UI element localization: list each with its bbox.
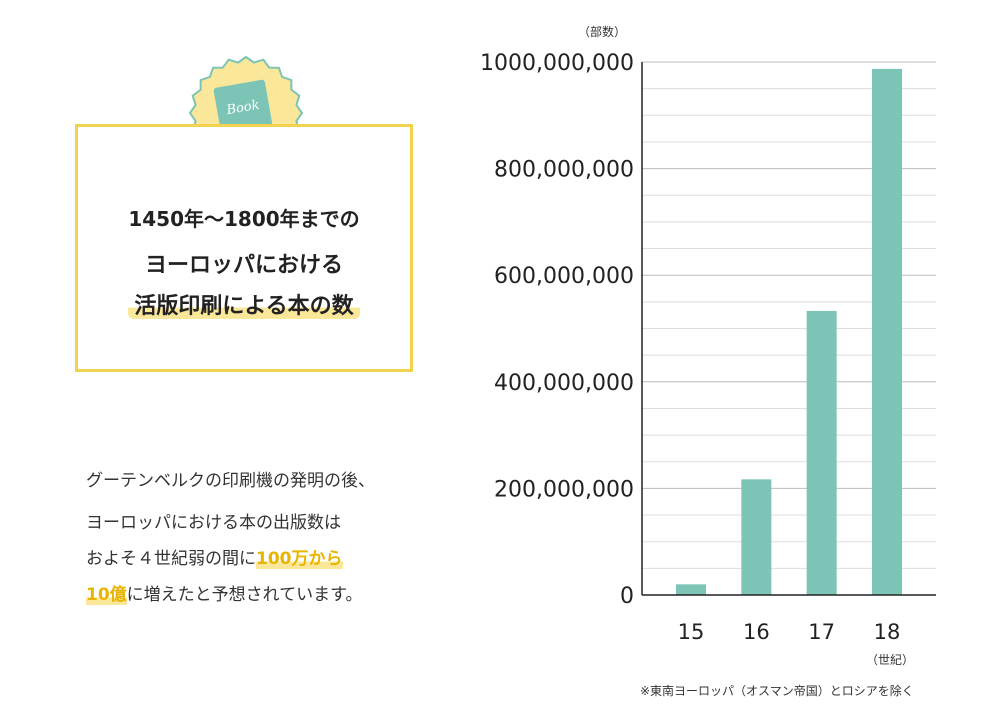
x-tick-label: 17	[808, 620, 835, 644]
description-line-3: およそ４世紀弱の間に100万から	[86, 544, 446, 569]
footnote: ※東南ヨーロッパ（オスマン帝国）とロシアを除く	[640, 684, 914, 698]
title-line-1: 1450年～1800年までの	[128, 207, 360, 231]
x-tick-label: 15	[678, 620, 705, 644]
x-tick-label: 16	[743, 620, 770, 644]
title-line-2: ヨーロッパにおける	[144, 253, 343, 278]
x-axis-unit-label: （世紀）	[866, 653, 914, 667]
description-highlight-1: 100万から	[256, 549, 343, 569]
bar-18	[872, 68, 902, 595]
y-tick-label: 800,000,000	[494, 158, 634, 183]
x-tick-labels: 15 16 17 18	[678, 620, 901, 644]
badge-label: Book	[224, 98, 260, 119]
title-highlight: 活版印刷による本の数	[128, 294, 360, 319]
description-highlight-2: 10億	[86, 585, 127, 605]
y-tick-label: 200,000,000	[494, 477, 634, 502]
description-line-1: グーテンベルクの印刷機の発明の後、	[86, 471, 375, 491]
description-line-2: ヨーロッパにおける本の出版数は	[86, 513, 341, 533]
y-tick-labels: 0 200,000,000 400,000,000 600,000,000 800,00…	[480, 51, 634, 609]
y-tick-label: 1000,000,000	[480, 51, 634, 76]
y-tick-label: 400,000,000	[494, 371, 634, 396]
bar-17	[806, 310, 837, 595]
description-line-3-text: およそ４世紀弱の間に	[86, 549, 256, 569]
bar-16	[741, 479, 772, 595]
y-axis-unit-label: （部数）	[578, 24, 626, 39]
y-tick-label: 0	[620, 584, 634, 609]
y-tick-label: 600,000,000	[494, 264, 634, 289]
description-line-4-text: に増えたと予想されています。	[126, 585, 363, 605]
x-tick-label: 18	[874, 620, 901, 644]
bar-chart: （部数） 0 200,000,000 400,000,000 600,000,000 8…	[480, 24, 936, 667]
bar-15	[676, 584, 706, 595]
description-line-4: 10億に増えたと予想されています。	[86, 580, 446, 605]
title-box: 1450年～1800年までの ヨーロッパにおける 活版印刷による本の数	[75, 124, 413, 372]
bars	[676, 68, 902, 595]
title-line-3: 活版印刷による本の数	[78, 288, 410, 320]
